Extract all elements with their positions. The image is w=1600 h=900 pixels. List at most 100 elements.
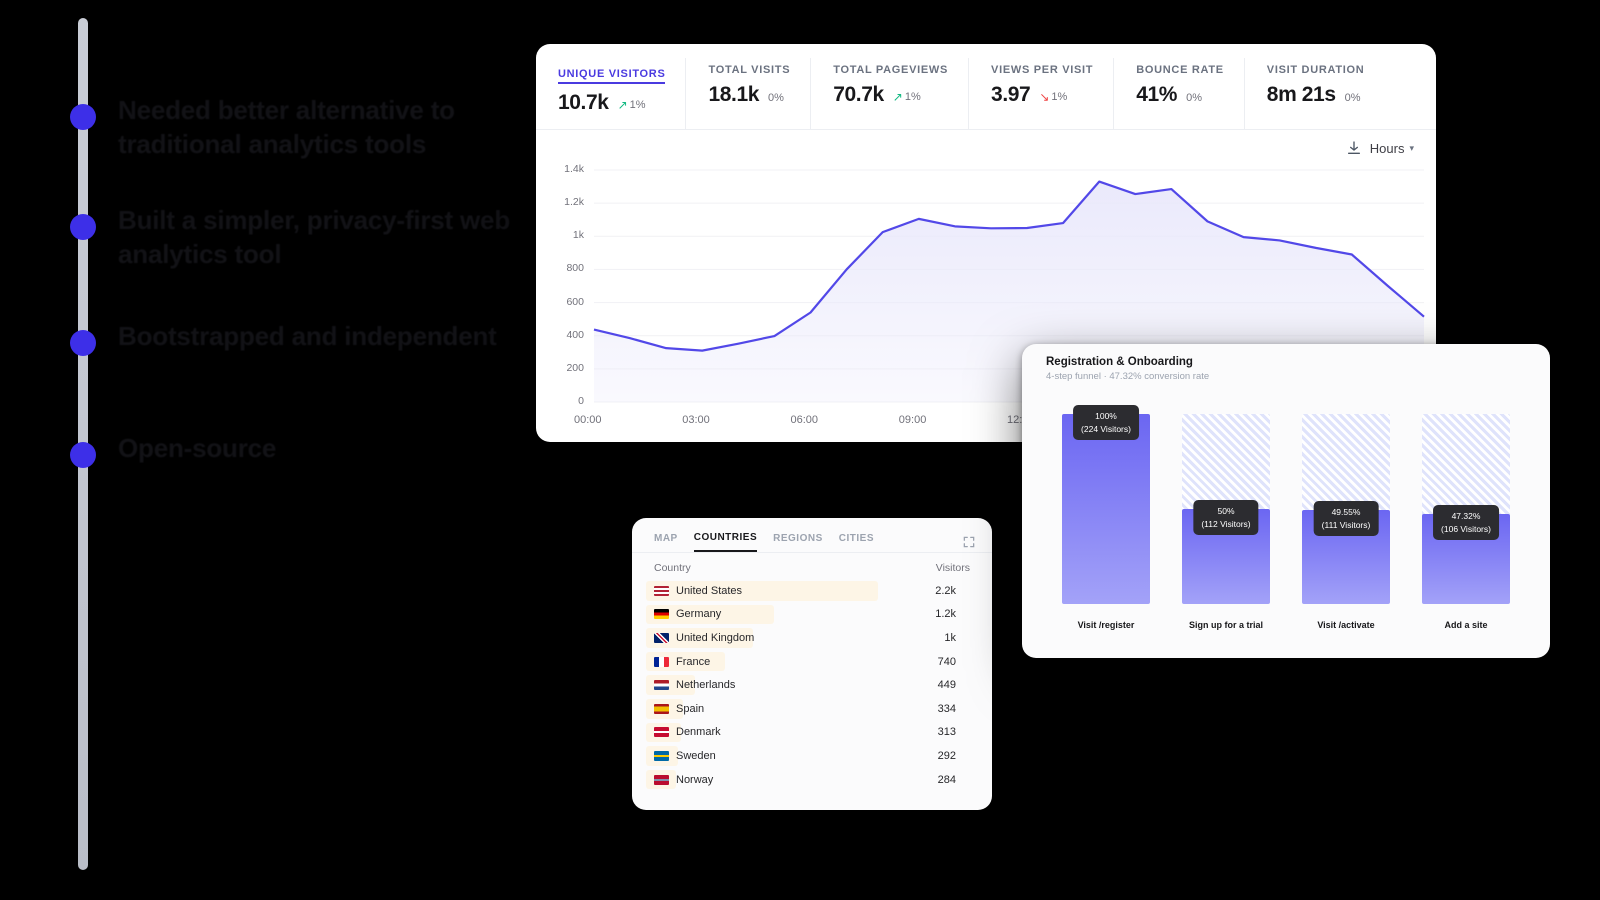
- y-axis-tick-label: 600: [566, 295, 584, 308]
- country-visitors: 334: [937, 702, 956, 715]
- funnel-step-visitors: (106 Visitors): [1441, 523, 1491, 534]
- metric-delta-value: 1%: [1051, 91, 1068, 103]
- metric-unique-visitors[interactable]: UNIQUE VISITORS 10.7k ↗ 1%: [536, 58, 687, 129]
- country-name: Norway: [676, 773, 714, 786]
- y-axis-tick-label: 1k: [572, 229, 584, 242]
- country-row[interactable]: Sweden 292: [646, 744, 978, 768]
- flag-se-icon: [654, 750, 669, 761]
- metric-value: 70.7k: [833, 83, 884, 106]
- funnel-step[interactable]: 50% (112 Visitors): [1182, 414, 1270, 604]
- funnel-step[interactable]: 100% (224 Visitors): [1062, 405, 1150, 604]
- y-axis-tick-label: 1.2k: [564, 196, 584, 209]
- flag-us-icon: [654, 585, 669, 596]
- metric-delta-value: 1%: [629, 99, 646, 111]
- y-axis-tick-label: 400: [566, 328, 584, 341]
- flag-dk-icon: [654, 727, 669, 738]
- flag-de-icon: [654, 609, 669, 620]
- country-name: Sweden: [676, 749, 716, 762]
- metric-value: 3.97: [991, 83, 1031, 106]
- timeline-dot-icon: [70, 214, 96, 240]
- metric-total-visits[interactable]: TOTAL VISITS 18.1k 0%: [686, 58, 812, 129]
- metric-visit-duration[interactable]: VISIT DURATION 8m 21s 0%: [1245, 58, 1385, 129]
- timeline-item-label: Needed better alternative to traditional…: [118, 95, 455, 159]
- timeline-dot-icon: [70, 104, 96, 130]
- download-icon[interactable]: [1346, 140, 1362, 156]
- metric-delta: 0%: [1345, 92, 1361, 104]
- country-name: United Kingdom: [676, 631, 755, 644]
- timeline-item-label: Built a simpler, privacy-first web analy…: [118, 205, 510, 269]
- flag-gb-icon: [654, 632, 669, 643]
- country-row[interactable]: Spain 334: [646, 697, 978, 721]
- country-row[interactable]: United Kingdom 1k: [646, 626, 978, 650]
- funnel-step-visitors: (111 Visitors): [1321, 519, 1371, 530]
- country-row[interactable]: Norway 284: [646, 768, 978, 792]
- metrics-row: UNIQUE VISITORS 10.7k ↗ 1% TOTAL VISITS 18.1k…: [536, 44, 1436, 130]
- country-visitors: 284: [937, 773, 956, 786]
- flag-es-icon: [654, 703, 669, 714]
- country-visitors: 449: [937, 679, 956, 692]
- funnel-step[interactable]: 49.55% (111 Visitors): [1302, 414, 1390, 604]
- country-row[interactable]: France 740: [646, 650, 978, 674]
- country-bar: [646, 628, 753, 648]
- funnel-step-label: Visit /activate: [1317, 620, 1375, 630]
- countries-list: United States 2.2k Germany 1.2k United Kingd…: [632, 579, 992, 791]
- metric-value: 8m 21s: [1266, 83, 1336, 106]
- country-bar: [646, 604, 774, 625]
- metric-bounce-rate[interactable]: BOUNCE RATE 41% 0%: [1114, 58, 1245, 129]
- timeline-item-label: Bootstrapped and independent: [118, 321, 497, 351]
- flag-fr-icon: [654, 656, 669, 667]
- funnel-step-visitors: (224 Visitors): [1081, 423, 1131, 434]
- x-axis-tick-label: 00:00: [574, 414, 602, 426]
- funnel-card: Registration & Onboarding 4-step funnel …: [1022, 344, 1550, 658]
- funnel-step-bar: [1062, 414, 1150, 604]
- metric-delta-value: 0%: [768, 92, 784, 104]
- country-row[interactable]: United States 2.2k: [646, 579, 978, 603]
- timeline-dot-icon: [70, 442, 96, 468]
- country-name: Germany: [676, 608, 722, 621]
- country-bar: [646, 581, 878, 601]
- funnel-step-visitors: (112 Visitors): [1201, 518, 1251, 529]
- chevron-down-icon: ▾: [1409, 142, 1414, 153]
- country-name: Denmark: [676, 726, 721, 739]
- y-axis-tick-label: 200: [566, 361, 584, 374]
- country-visitors: 2.2k: [935, 584, 956, 597]
- tab-cities[interactable]: CITIES: [838, 533, 874, 544]
- metric-label: TOTAL VISITS: [708, 64, 791, 76]
- country-row[interactable]: Denmark 313: [646, 721, 978, 745]
- col-visitors-label: Visitors: [935, 562, 970, 574]
- chart-toolbar: Hours ▾: [536, 130, 1436, 160]
- tab-countries[interactable]: COUNTRIES: [693, 532, 758, 552]
- timeline-item-label: Open-source: [118, 433, 277, 463]
- funnel-step[interactable]: 47.32% (106 Visitors): [1422, 414, 1510, 604]
- country-row[interactable]: Netherlands 449: [646, 673, 978, 697]
- y-axis-tick-label: 800: [566, 262, 584, 275]
- funnel-step-pct: 49.55%: [1331, 507, 1361, 518]
- funnel-chart: 100% (224 Visitors) Visit /register 50% (112…: [1046, 402, 1526, 632]
- countries-card: MAP COUNTRIES REGIONS CITIES Country Visito…: [632, 518, 992, 810]
- metric-value: 18.1k: [708, 83, 760, 106]
- metric-label: TOTAL PAGEVIEWS: [833, 64, 949, 76]
- country-row[interactable]: Germany 1.2k: [646, 603, 978, 627]
- x-axis-tick-label: 09:00: [898, 414, 927, 426]
- funnel-step-tooltip: 50% (112 Visitors): [1193, 500, 1259, 535]
- tab-regions[interactable]: REGIONS: [773, 533, 823, 544]
- funnel-step-tooltip: 47.32% (106 Visitors): [1433, 505, 1499, 541]
- flag-nl-icon: [654, 680, 669, 691]
- y-axis-tick-label: 1.4k: [564, 163, 584, 175]
- tab-map[interactable]: MAP: [654, 533, 678, 544]
- funnel-step-pct: 47.32%: [1451, 511, 1481, 522]
- trend-up-icon: ↗: [617, 98, 628, 112]
- metric-total-pageviews[interactable]: TOTAL PAGEVIEWS 70.7k ↗ 1%: [811, 58, 970, 129]
- country-name: France: [676, 655, 711, 668]
- expand-icon[interactable]: [962, 535, 976, 549]
- interval-selector[interactable]: Hours ▾: [1370, 141, 1414, 156]
- metric-views-per-visit[interactable]: VIEWS PER VISIT 3.97 ↘ 1%: [969, 58, 1115, 129]
- metric-delta: ↗ 1%: [618, 99, 646, 111]
- x-axis-tick-label: 06:00: [790, 414, 819, 426]
- metric-label: VISIT DURATION: [1266, 64, 1365, 76]
- timeline-dot-icon: [70, 330, 96, 356]
- metric-delta-value: 1%: [904, 91, 921, 103]
- metric-delta: ↘ 1%: [1039, 91, 1067, 103]
- funnel-step-tooltip: 100% (224 Visitors): [1073, 405, 1139, 440]
- metric-label: VIEWS PER VISIT: [991, 64, 1094, 76]
